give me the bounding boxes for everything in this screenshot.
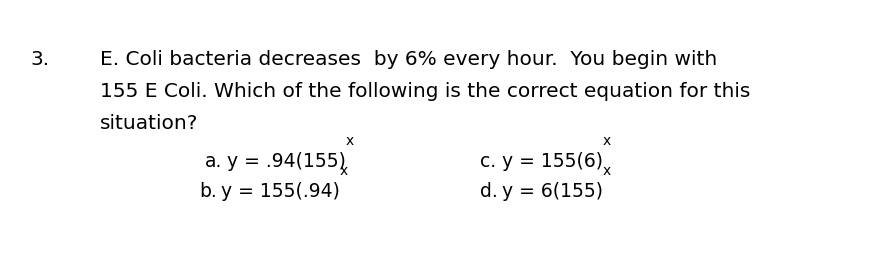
- Text: y = .94(155): y = .94(155): [227, 152, 346, 171]
- Text: b.: b.: [199, 182, 217, 201]
- Text: c.: c.: [480, 152, 496, 171]
- Text: x: x: [340, 164, 348, 178]
- Text: d.: d.: [480, 182, 498, 201]
- Text: situation?: situation?: [100, 114, 198, 133]
- Text: x: x: [346, 134, 354, 148]
- Text: a.: a.: [205, 152, 223, 171]
- Text: E. Coli bacteria decreases  by 6% every hour.  You begin with: E. Coli bacteria decreases by 6% every h…: [100, 50, 718, 69]
- Text: 155 E Coli. Which of the following is the correct equation for this: 155 E Coli. Which of the following is th…: [100, 82, 751, 101]
- Text: 3.: 3.: [30, 50, 49, 69]
- Text: x: x: [603, 164, 611, 178]
- Text: y = 155(.94): y = 155(.94): [221, 182, 340, 201]
- Text: y = 155(6): y = 155(6): [502, 152, 603, 171]
- Text: x: x: [603, 134, 611, 148]
- Text: y = 6(155): y = 6(155): [502, 182, 603, 201]
